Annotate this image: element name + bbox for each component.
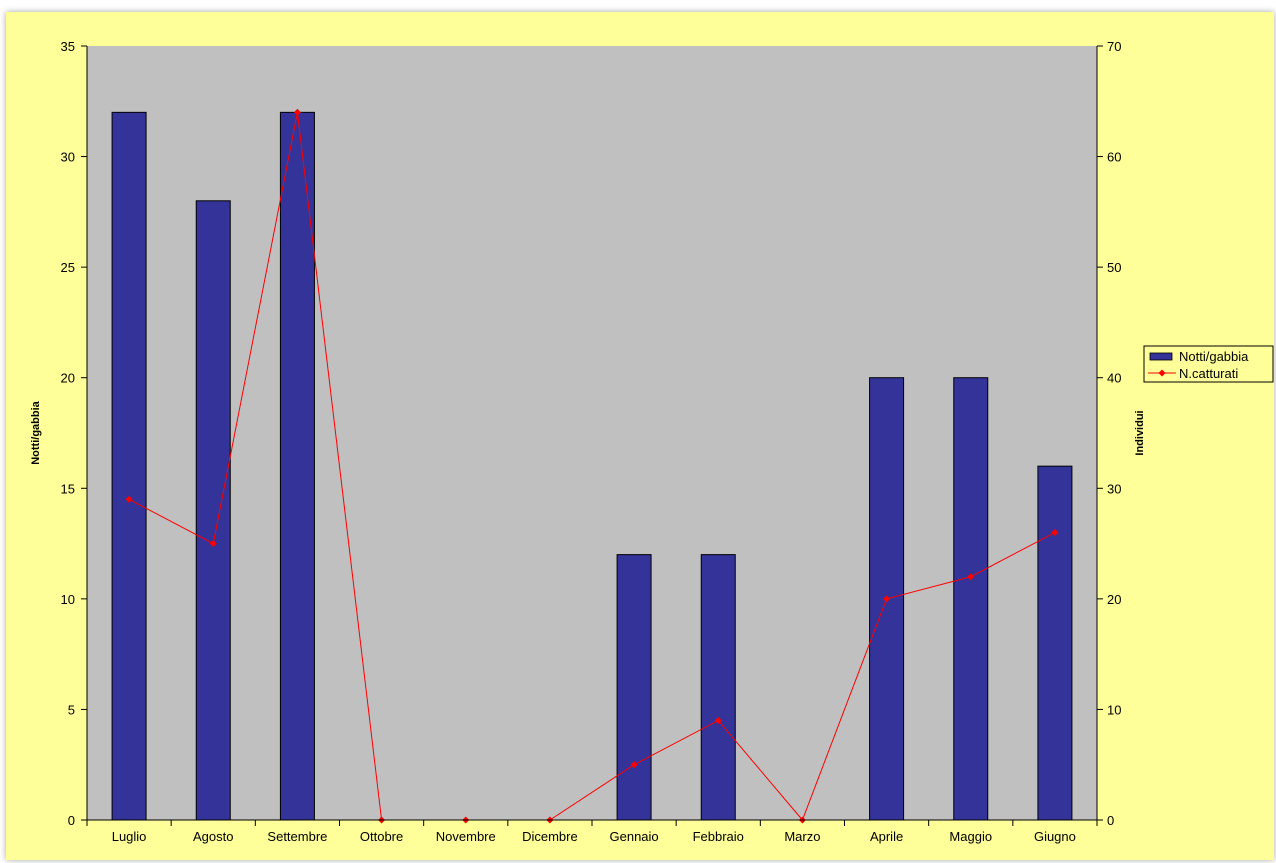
bar-6 <box>616 554 652 821</box>
bar-7 <box>700 554 736 821</box>
y2-tick-label-1: 10 <box>1107 702 1121 717</box>
y-tick-label-6: 30 <box>61 150 75 165</box>
x-tick-label-0: Luglio <box>112 829 147 844</box>
y2-tick-label-6: 60 <box>1107 150 1121 165</box>
legend-label-bar: Notti/gabbia <box>1179 349 1249 364</box>
x-tick-label-7: Febbraio <box>693 829 744 844</box>
x-tick-label-1: Agosto <box>193 829 233 844</box>
x-tick-label-10: Maggio <box>949 829 992 844</box>
x-tick-label-6: Gennaio <box>610 829 659 844</box>
y-axis-title: Notti/gabbia <box>30 400 42 464</box>
bar-0 <box>111 111 147 821</box>
y-tick-label-0: 0 <box>68 813 75 828</box>
line-point-9 <box>883 595 891 603</box>
y2-tick-label-7: 70 <box>1107 39 1121 54</box>
bar-11 <box>1037 465 1073 821</box>
legend-swatch-bar <box>1149 352 1173 361</box>
y-tick-label-4: 20 <box>61 371 75 386</box>
y-tick-label-2: 10 <box>61 592 75 607</box>
bar-1 <box>195 200 231 821</box>
y2-axis-title: Individui <box>1134 410 1146 455</box>
series-line <box>128 112 1056 821</box>
line-point-0 <box>125 495 133 503</box>
x-tick-label-2: Settembre <box>267 829 327 844</box>
x-tick-label-9: Aprile <box>870 829 903 844</box>
x-tick-label-8: Marzo <box>784 829 820 844</box>
x-tick-label-3: Ottobre <box>360 829 403 844</box>
y-tick-label-3: 15 <box>61 481 75 496</box>
line-point-6 <box>630 761 638 769</box>
y-tick-label-1: 5 <box>68 702 75 717</box>
line-point-7 <box>714 716 722 725</box>
plot-area <box>87 46 1097 820</box>
y2-tick-label-0: 0 <box>1107 813 1114 828</box>
x-tick-label-4: Novembre <box>436 829 496 844</box>
y-tick-label-5: 25 <box>61 260 75 275</box>
bar-10 <box>953 377 989 821</box>
line-point-10 <box>967 573 975 581</box>
legend-label-line: N.catturati <box>1179 366 1238 381</box>
line-point-1 <box>209 540 217 548</box>
y-tick-label-7: 35 <box>61 39 75 54</box>
bar-2 <box>279 111 315 821</box>
line-point-2 <box>293 108 301 116</box>
y2-tick-label-4: 40 <box>1107 371 1121 386</box>
y2-tick-label-2: 20 <box>1107 592 1121 607</box>
y2-tick-label-5: 50 <box>1107 260 1121 275</box>
legend: Notti/gabbia N.catturati <box>1143 345 1274 383</box>
x-tick-label-5: Dicembre <box>522 829 578 844</box>
legend-box <box>1143 345 1274 383</box>
y2-tick-label-3: 30 <box>1107 481 1121 496</box>
x-tick-label-11: Giugno <box>1034 829 1076 844</box>
